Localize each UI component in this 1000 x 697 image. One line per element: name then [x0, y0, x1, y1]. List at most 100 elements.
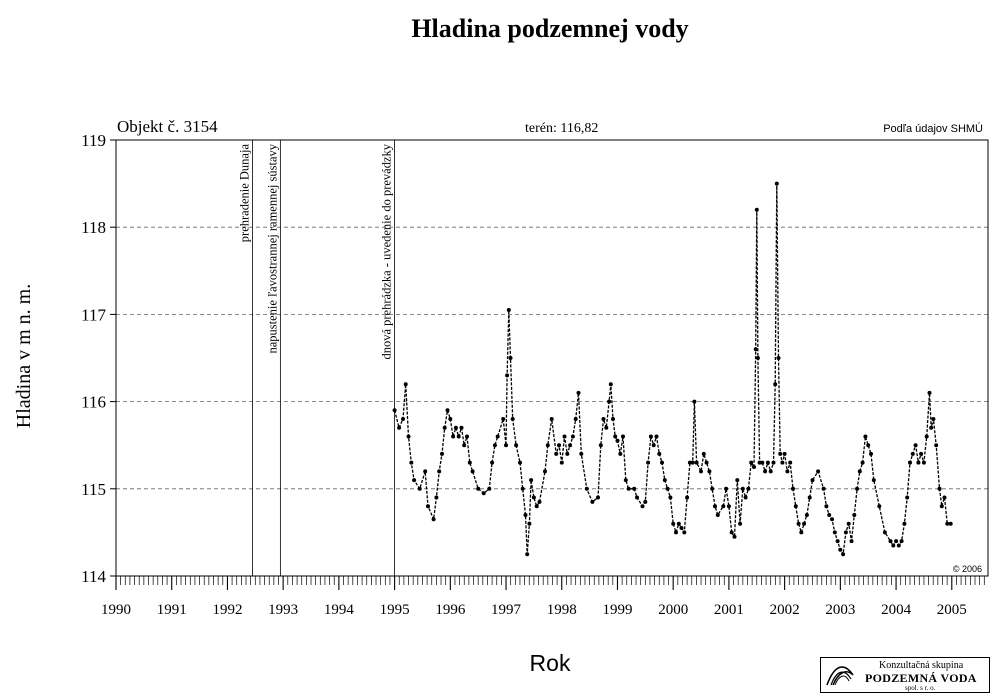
data-point: [816, 469, 821, 474]
data-point: [773, 382, 778, 387]
data-point: [426, 504, 430, 509]
data-point: [821, 486, 826, 491]
data-point: [894, 539, 899, 544]
data-point: [857, 469, 862, 474]
data-point: [827, 513, 832, 517]
data-point: [896, 543, 901, 548]
data-point: [495, 434, 500, 439]
data-point: [562, 434, 567, 439]
data-point: [465, 434, 469, 439]
x-tick-label: 1997: [491, 602, 522, 618]
data-point: [549, 417, 554, 421]
data-point: [397, 425, 402, 430]
data-point: [788, 460, 793, 465]
data-point: [632, 486, 637, 491]
data-point: [451, 434, 456, 439]
data-point: [676, 521, 681, 526]
data-point: [445, 408, 450, 413]
data-point: [791, 486, 795, 491]
data-point: [545, 443, 550, 448]
y-tick-label: 119: [81, 131, 106, 150]
data-point: [409, 460, 414, 465]
data-point: [830, 517, 834, 522]
event-label: prehradenie Dunaja: [238, 144, 252, 243]
x-tick-label: 2002: [770, 602, 800, 618]
data-point: [910, 451, 915, 456]
data-point: [579, 451, 584, 456]
data-point: [403, 382, 408, 387]
logo-line1: Konzultačná skupina: [879, 660, 964, 671]
data-point: [924, 434, 929, 439]
data-point: [846, 521, 851, 526]
series-line-path: [393, 183, 951, 557]
data-point: [824, 504, 829, 509]
data-point: [869, 451, 873, 456]
data-point: [855, 486, 860, 491]
event-label: napustenie ľavostrannej ramennej sústavy: [265, 143, 279, 353]
data-point: [570, 434, 575, 439]
data-point: [640, 504, 645, 509]
terrain-label: terén: 116,82: [525, 121, 598, 136]
company-logo: Konzultačná skupina PODZEMNÁ VODA spol. …: [820, 657, 990, 693]
data-point: [749, 460, 754, 465]
x-tick-label: 1995: [380, 602, 410, 618]
x-tick-label: 1992: [212, 602, 242, 618]
x-tick-label: 1993: [268, 602, 298, 618]
data-point: [635, 495, 639, 500]
data-point: [726, 504, 731, 509]
y-tick-label: 115: [81, 480, 106, 499]
data-point: [504, 443, 508, 448]
data-point: [668, 495, 673, 500]
data-point: [942, 495, 947, 500]
data-point: [916, 460, 921, 465]
data-point: [804, 513, 809, 517]
data-point: [687, 460, 692, 465]
data-point: [674, 530, 678, 535]
data-point: [431, 517, 436, 522]
data-point: [590, 499, 595, 504]
data-point: [863, 434, 868, 439]
data-point: [506, 308, 511, 312]
data-point: [621, 434, 625, 439]
data-point: [607, 399, 612, 404]
data-point: [557, 443, 561, 448]
data-point: [746, 486, 751, 491]
x-tick-label: 1998: [547, 602, 577, 618]
chart-title: Hladina podzemnej vody: [411, 14, 689, 43]
y-tick-label: 114: [81, 567, 106, 586]
data-point: [929, 425, 934, 430]
data-point: [467, 460, 472, 465]
data-point: [771, 460, 776, 465]
data-point: [508, 356, 513, 360]
data-point: [456, 434, 461, 439]
data-point: [618, 451, 623, 456]
data-point: [760, 460, 765, 465]
data-point: [780, 460, 785, 465]
data-point: [732, 534, 737, 539]
data-point: [754, 207, 759, 212]
data-point: [459, 425, 464, 430]
data-point: [755, 356, 760, 360]
data-point: [913, 443, 918, 448]
object-label: Objekt č. 3154: [117, 117, 218, 136]
data-point: [531, 495, 536, 500]
data-point: [793, 504, 798, 509]
data-point: [481, 491, 486, 496]
data-point: [573, 417, 578, 421]
data-point: [682, 530, 687, 535]
data-point: [763, 469, 768, 474]
data-point: [487, 486, 492, 491]
data-point: [490, 460, 495, 465]
data-point: [559, 460, 564, 465]
data-point: [518, 460, 522, 465]
data-point: [643, 499, 648, 504]
grid-lines: [116, 226, 988, 490]
data-point: [462, 443, 467, 448]
data-point: [417, 486, 422, 491]
data-point: [927, 390, 932, 395]
data-point: [835, 539, 840, 544]
data-point: [492, 443, 497, 448]
data-point: [765, 460, 770, 465]
data-point: [948, 521, 953, 526]
data-point: [470, 469, 475, 474]
